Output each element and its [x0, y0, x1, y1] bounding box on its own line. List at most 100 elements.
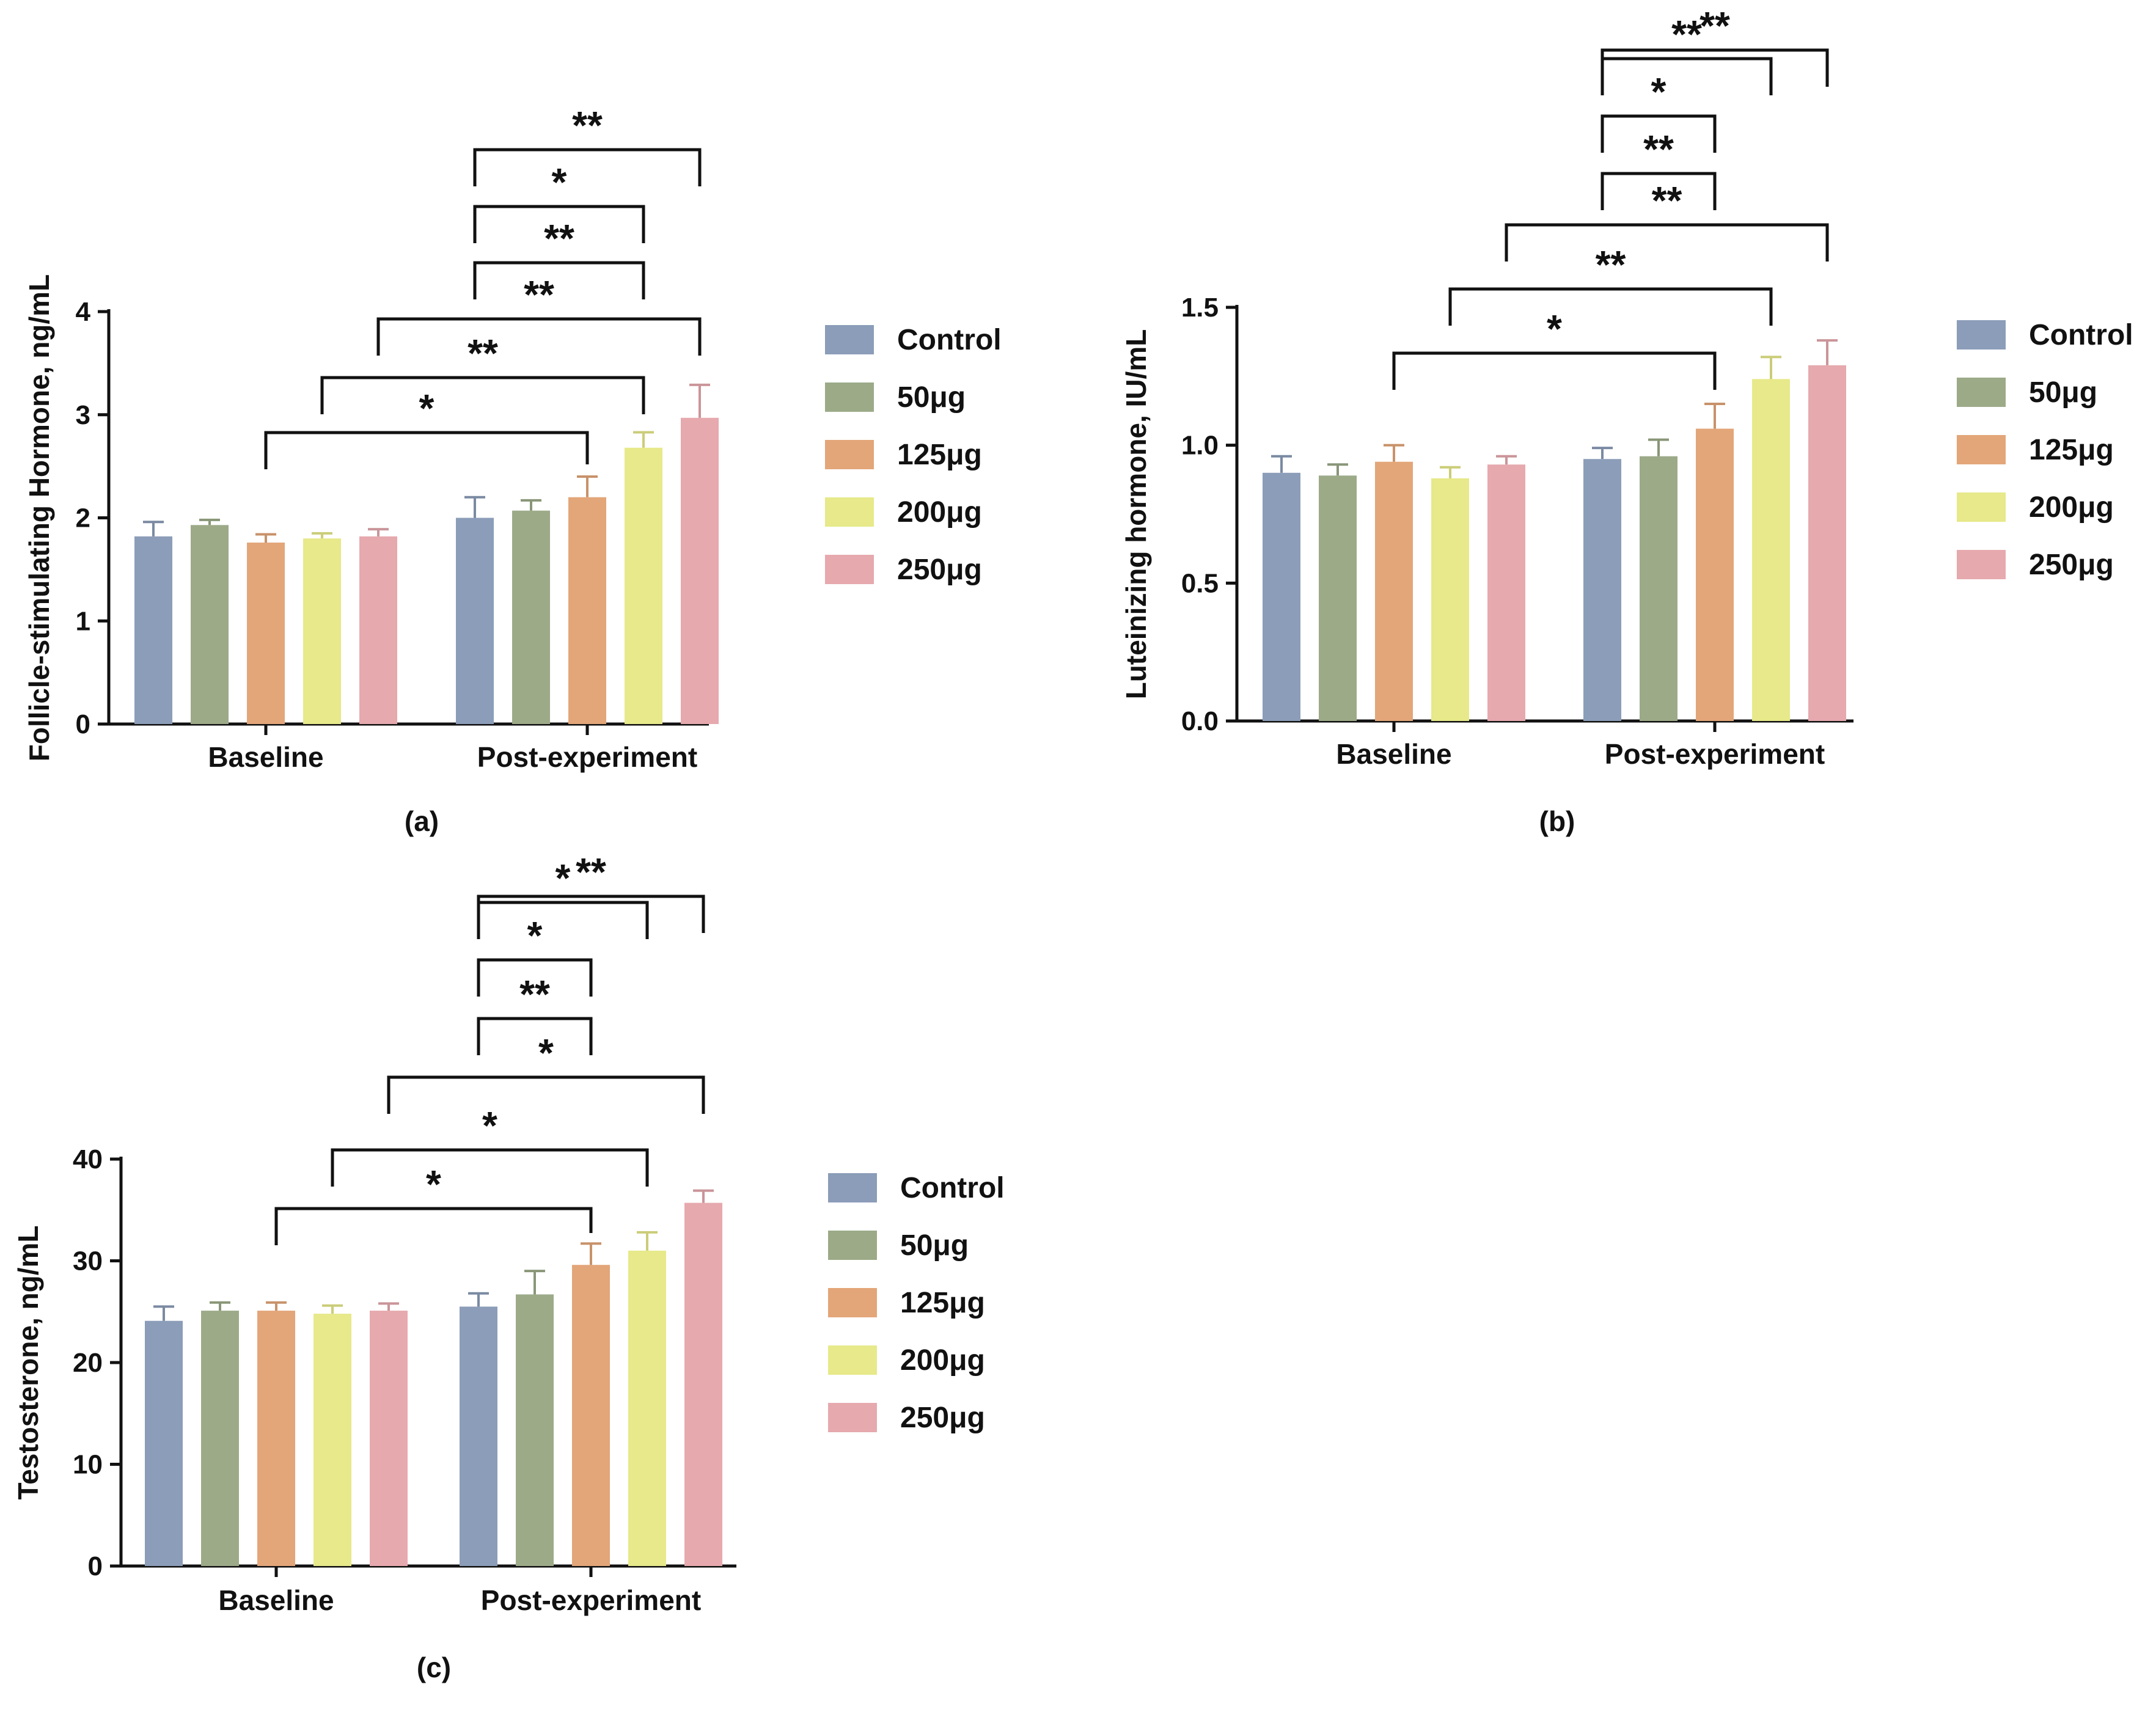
legend-swatch [1957, 320, 2006, 349]
legend-swatch [825, 440, 874, 469]
bar [568, 497, 606, 724]
significance-bracket [473, 148, 702, 186]
significance-bracket [1601, 114, 1717, 153]
significance-bracket [477, 901, 649, 939]
panel-label: (a) [405, 805, 439, 837]
legend-swatch [1957, 378, 2006, 407]
significance-label: ** [524, 273, 554, 317]
y-tick-label: 0.0 [1181, 706, 1219, 736]
significance-bracket [473, 205, 645, 243]
legend-label: 200μg [2029, 491, 2114, 524]
significance-bracket [1392, 351, 1717, 390]
bar [1375, 461, 1413, 721]
significance-bracket [331, 1148, 649, 1187]
significance-bracket [477, 958, 593, 997]
bar [1319, 475, 1357, 721]
y-tick-label: 20 [73, 1348, 103, 1378]
bar [684, 1202, 722, 1566]
x-tick-label: Baseline [1336, 738, 1451, 770]
significance-bracket [264, 431, 589, 469]
bar [314, 1314, 351, 1566]
y-tick-label: 0 [88, 1551, 103, 1581]
legend-label: 50μg [897, 381, 966, 414]
bar [628, 1250, 666, 1566]
legend-label: 200μg [897, 496, 982, 529]
legend-swatch [828, 1345, 877, 1375]
significance-label: ** [1596, 243, 1626, 287]
significance-bracket [387, 1075, 705, 1114]
bar [145, 1320, 183, 1566]
significance-label: * [419, 386, 435, 430]
significance-label: * [556, 856, 571, 900]
legend-swatch [828, 1288, 877, 1317]
y-tick-label: 2 [76, 503, 90, 533]
legend-label: 250μg [897, 554, 982, 586]
y-tick-label: 3 [76, 400, 90, 430]
legend-swatch [825, 497, 874, 527]
significance-bracket [477, 1017, 593, 1055]
significance-bracket [1601, 48, 1829, 87]
significance-label: ** [544, 216, 574, 260]
y-tick-label: 0.5 [1181, 568, 1219, 598]
bar [1487, 464, 1525, 721]
significance-label: ** [1700, 4, 1730, 48]
x-tick-label: Post-experiment [477, 741, 697, 773]
bar [681, 417, 719, 724]
legend-label: Control [900, 1172, 1005, 1204]
legend-swatch [828, 1231, 877, 1260]
x-tick-label: Baseline [208, 741, 323, 773]
x-tick-label: Post-experiment [1605, 738, 1825, 770]
legend-label: 125μg [2029, 434, 2114, 466]
panel-label: (c) [417, 1652, 451, 1683]
y-tick-label: 1.5 [1181, 293, 1219, 323]
significance-label: ** [1652, 178, 1682, 222]
significance-label: * [426, 1162, 441, 1206]
bar [201, 1311, 239, 1566]
x-tick-label: Post-experiment [481, 1584, 701, 1616]
y-tick-label: 4 [76, 297, 91, 327]
y-tick-label: 1.0 [1181, 431, 1219, 461]
legend-label: 250μg [900, 1402, 985, 1434]
significance-bracket [1601, 57, 1773, 95]
legend-label: Control [2029, 319, 2133, 351]
bar [456, 518, 494, 724]
legend-label: 125μg [897, 439, 982, 471]
significance-bracket [274, 1207, 593, 1245]
y-axis-label: Follicle-stimulating Hormone, ng/mL [23, 274, 55, 761]
legend-label: Control [897, 324, 1002, 356]
significance-bracket [1601, 172, 1717, 210]
bar [512, 510, 550, 724]
significance-label: ** [1643, 127, 1674, 171]
legend-swatch [1957, 435, 2006, 464]
panel-label: (b) [1539, 805, 1575, 837]
bar [625, 447, 662, 724]
x-tick-label: Baseline [218, 1584, 334, 1616]
bar [572, 1265, 610, 1566]
y-axis-label: Luteinizing hormone, IU/mL [1120, 329, 1152, 700]
significance-label: * [482, 1103, 497, 1147]
bar [1263, 472, 1300, 721]
significance-label: * [1547, 307, 1562, 351]
bar [359, 536, 397, 724]
bar [460, 1306, 497, 1566]
legend-label: 50μg [2029, 376, 2097, 409]
legend-label: 50μg [900, 1229, 969, 1262]
significance-label: * [1651, 70, 1667, 114]
bar [257, 1311, 295, 1566]
significance-bracket [320, 376, 645, 414]
legend-swatch [1957, 550, 2006, 579]
bar [247, 543, 285, 724]
y-tick-label: 1 [76, 606, 90, 636]
bar [1640, 456, 1678, 721]
y-tick-label: 30 [73, 1246, 103, 1276]
legend-swatch [828, 1173, 877, 1202]
legend-swatch [825, 555, 874, 584]
bar [191, 525, 229, 724]
significance-bracket [376, 317, 702, 356]
significance-bracket [477, 895, 705, 933]
significance-bracket [1505, 223, 1829, 262]
bar [134, 536, 172, 724]
bar [1431, 478, 1469, 721]
y-tick-label: 0 [76, 709, 90, 739]
